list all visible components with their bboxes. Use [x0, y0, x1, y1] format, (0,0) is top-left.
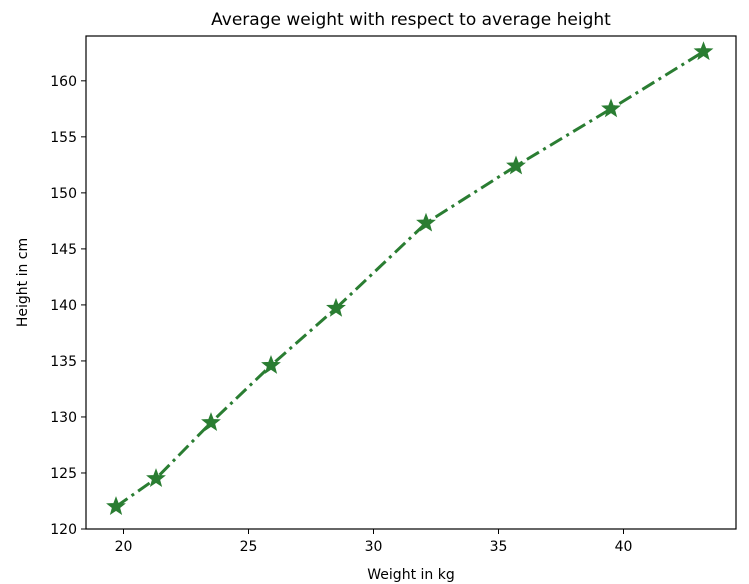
- y-tick-label: 140: [50, 298, 77, 314]
- data-point-star: [261, 354, 281, 374]
- y-tick-label: 160: [50, 74, 77, 90]
- x-tick-label: 40: [615, 539, 633, 555]
- y-tick-label: 120: [50, 522, 77, 538]
- data-point-star: [326, 297, 346, 317]
- x-axis: 20 25 30 35 40: [115, 529, 633, 555]
- plot-frame: [85, 35, 737, 530]
- x-axis-label: Weight in kg: [367, 567, 454, 583]
- data-point-star: [506, 155, 526, 175]
- data-point-star: [693, 41, 714, 61]
- data-point-star: [601, 98, 621, 118]
- series-layer: [106, 41, 714, 516]
- y-tick-label: 130: [50, 410, 77, 426]
- data-point-star: [106, 496, 126, 516]
- y-tick-label: 155: [50, 130, 77, 146]
- x-tick-label: 30: [365, 539, 383, 555]
- y-tick-label: 135: [50, 354, 77, 370]
- y-axis: 120 125 130 135 140 145 150 155 160: [50, 74, 86, 538]
- x-tick-label: 25: [240, 539, 258, 555]
- data-point-star: [146, 468, 166, 488]
- data-point-star: [416, 212, 436, 232]
- x-tick-label: 20: [115, 539, 133, 555]
- y-tick-label: 145: [50, 242, 77, 258]
- x-tick-label: 35: [490, 539, 508, 555]
- plot-border: [85, 35, 737, 530]
- chart-title: Average weight with respect to average h…: [211, 10, 611, 30]
- y-tick-label: 125: [50, 466, 77, 482]
- data-point-star: [201, 412, 221, 431]
- y-tick-label: 150: [50, 186, 77, 202]
- series-line: [115, 50, 705, 508]
- y-axis-label: Height in cm: [15, 238, 31, 327]
